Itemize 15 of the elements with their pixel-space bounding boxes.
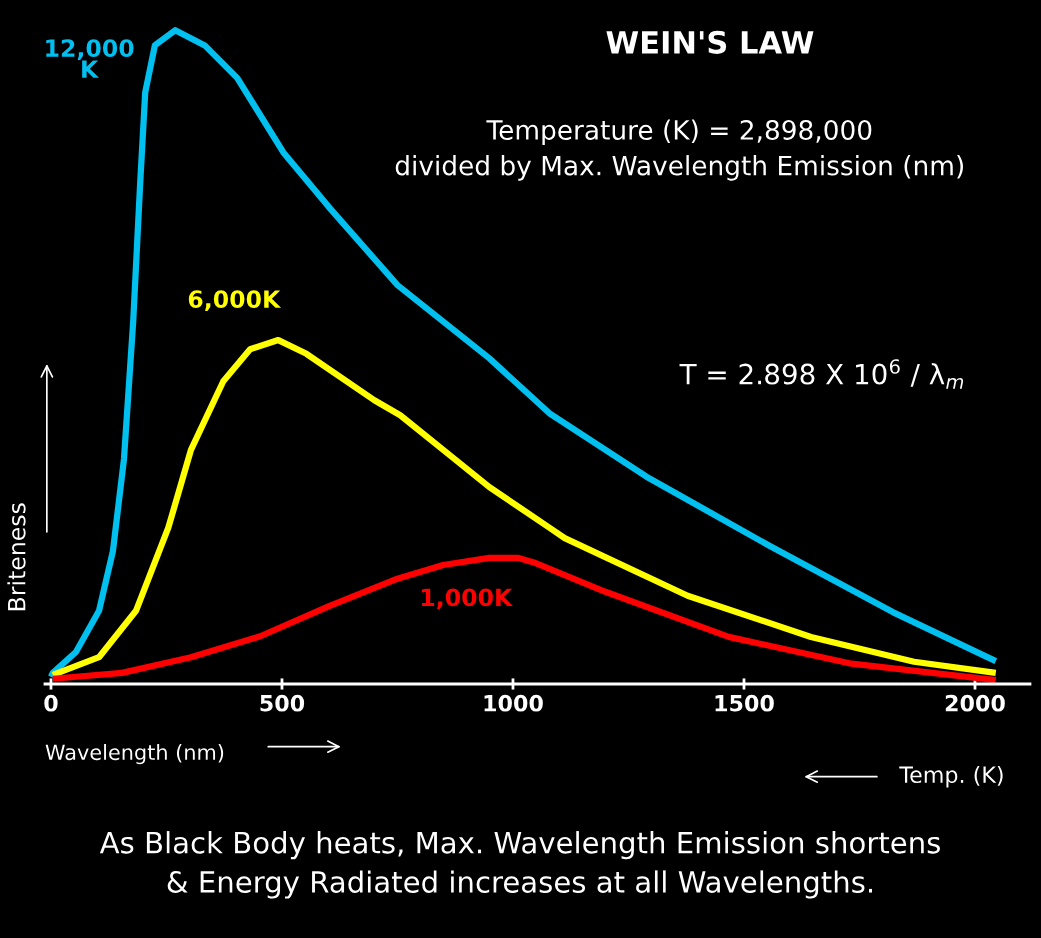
x-tick-label: 2000 (945, 694, 1005, 712)
text: As Black Body heats, Max. Wavelength Emission shortens & Energy Radiated increases at all Wavelengths. (99, 831, 940, 899)
series-label: 12,000 K (46, 39, 134, 78)
y-axis-title: Briteness (7, 503, 26, 611)
series-label: 6,000K (188, 290, 282, 312)
x-tick-label: 1000 (484, 694, 543, 712)
x-tick-label: 1500 (715, 694, 774, 712)
annotation: T = 2.898 X 10$^{6}$ / λ$_{m}$ (679, 359, 964, 389)
text: Temperature (K) = 2,898,000 divided by Max. Wavelength Emission (nm) (395, 119, 963, 181)
x-axis-title: Wavelength (nm) (45, 744, 224, 765)
chart-title: WEIN'S LAW (606, 30, 814, 54)
text: Temp. (K) (899, 765, 1003, 788)
x-tick-label: 0 (44, 694, 58, 712)
x-tick-label: 500 (260, 694, 305, 712)
series-label: 1,000K (421, 588, 514, 610)
